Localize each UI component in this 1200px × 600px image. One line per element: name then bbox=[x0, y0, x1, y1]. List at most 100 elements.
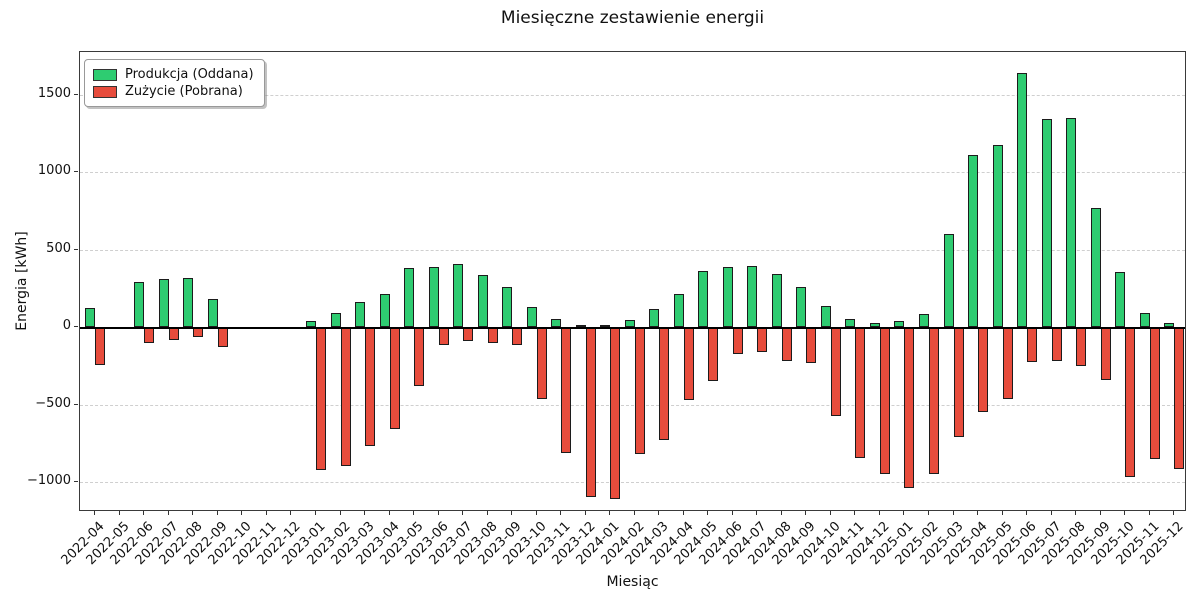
y-tick-label: −500 bbox=[35, 395, 71, 411]
bar-zuzycie-2025-04 bbox=[978, 327, 989, 412]
bar-produkcja-2024-04 bbox=[673, 293, 684, 328]
bar-produkcja-2025-05 bbox=[992, 145, 1003, 328]
bar-zuzycie-2024-01 bbox=[610, 327, 621, 500]
x-tick-mark bbox=[854, 511, 856, 515]
bar-produkcja-2025-04 bbox=[968, 155, 979, 328]
y-tick-mark bbox=[74, 326, 78, 328]
bar-zuzycie-2023-02 bbox=[340, 327, 351, 466]
bar-produkcja-2023-05 bbox=[404, 267, 415, 328]
x-tick-mark bbox=[511, 511, 513, 515]
x-tick-mark bbox=[878, 511, 880, 515]
bar-produkcja-2023-10 bbox=[526, 307, 537, 328]
bar-zuzycie-2023-09 bbox=[512, 327, 523, 346]
legend-item-production: Produkcja (Oddana) bbox=[93, 66, 254, 83]
bar-produkcja-2022-08 bbox=[183, 277, 194, 328]
bar-zuzycie-2022-04 bbox=[95, 327, 106, 366]
bar-zuzycie-2024-07 bbox=[757, 327, 768, 352]
x-tick-mark bbox=[903, 511, 905, 515]
bar-zuzycie-2025-06 bbox=[1027, 327, 1038, 363]
x-tick-mark bbox=[584, 511, 586, 515]
bar-produkcja-2023-04 bbox=[379, 293, 390, 328]
x-tick-mark bbox=[364, 511, 366, 515]
bar-produkcja-2023-08 bbox=[477, 275, 488, 328]
x-tick-mark bbox=[1173, 511, 1175, 515]
bar-produkcja-2023-06 bbox=[428, 266, 439, 328]
gridline bbox=[80, 482, 1185, 484]
bar-produkcja-2025-01 bbox=[894, 321, 905, 328]
x-tick-mark bbox=[437, 511, 439, 515]
x-tick-mark bbox=[216, 511, 218, 515]
x-tick-mark bbox=[462, 511, 464, 515]
legend: Produkcja (Oddana) Zużycie (Pobrana) bbox=[84, 59, 265, 107]
bar-zuzycie-2022-06 bbox=[144, 327, 155, 343]
x-tick-mark bbox=[94, 511, 96, 515]
bar-zuzycie-2025-10 bbox=[1125, 327, 1136, 478]
bar-zuzycie-2024-11 bbox=[855, 327, 866, 459]
x-tick-mark bbox=[535, 511, 537, 515]
bar-zuzycie-2023-10 bbox=[536, 327, 547, 400]
x-tick-mark bbox=[756, 511, 758, 515]
bar-zuzycie-2024-05 bbox=[708, 327, 719, 381]
production-swatch-icon bbox=[93, 68, 117, 81]
bar-produkcja-2025-03 bbox=[943, 233, 954, 328]
y-tick-mark bbox=[74, 403, 78, 405]
bar-zuzycie-2023-06 bbox=[438, 327, 449, 346]
x-tick-mark bbox=[265, 511, 267, 515]
x-tick-mark bbox=[609, 511, 611, 515]
x-tick-mark bbox=[682, 511, 684, 515]
bar-zuzycie-2025-09 bbox=[1100, 327, 1111, 380]
bar-zuzycie-2025-02 bbox=[928, 327, 939, 474]
x-tick-mark bbox=[560, 511, 562, 515]
x-tick-mark bbox=[1001, 511, 1003, 515]
bar-zuzycie-2025-07 bbox=[1051, 327, 1062, 362]
bar-zuzycie-2023-03 bbox=[365, 327, 376, 446]
bar-produkcja-2023-01 bbox=[305, 321, 316, 328]
x-tick-mark bbox=[707, 511, 709, 515]
bar-produkcja-2024-05 bbox=[698, 270, 709, 328]
bar-zuzycie-2024-09 bbox=[806, 327, 817, 363]
zero-line bbox=[80, 327, 1185, 330]
x-tick-mark bbox=[633, 511, 635, 515]
x-tick-mark bbox=[314, 511, 316, 515]
x-tick-mark bbox=[413, 511, 415, 515]
bar-produkcja-2023-11 bbox=[551, 319, 562, 328]
bar-zuzycie-2025-12 bbox=[1174, 327, 1185, 469]
bar-zuzycie-2024-12 bbox=[879, 327, 890, 474]
x-tick-mark bbox=[927, 511, 929, 515]
x-tick-mark bbox=[952, 511, 954, 515]
x-tick-mark bbox=[388, 511, 390, 515]
bar-produkcja-2024-09 bbox=[796, 286, 807, 328]
bar-zuzycie-2023-04 bbox=[389, 327, 400, 429]
bar-zuzycie-2025-01 bbox=[904, 327, 915, 489]
bar-produkcja-2024-12 bbox=[869, 323, 880, 328]
gridline bbox=[80, 172, 1185, 174]
bar-produkcja-2023-02 bbox=[330, 313, 341, 328]
bar-produkcja-2022-04 bbox=[85, 307, 96, 328]
bar-produkcja-2024-02 bbox=[624, 320, 635, 328]
x-tick-mark bbox=[339, 511, 341, 515]
x-axis-label: Miesiąc bbox=[606, 574, 659, 590]
bar-produkcja-2025-09 bbox=[1090, 207, 1101, 328]
bar-produkcja-2025-06 bbox=[1017, 73, 1028, 328]
x-tick-mark bbox=[658, 511, 660, 515]
gridline bbox=[80, 404, 1185, 406]
x-tick-mark bbox=[977, 511, 979, 515]
bar-zuzycie-2024-08 bbox=[781, 327, 792, 361]
bar-zuzycie-2023-05 bbox=[414, 327, 425, 387]
bar-produkcja-2025-07 bbox=[1041, 118, 1052, 328]
bar-produkcja-2024-01 bbox=[600, 324, 611, 328]
bar-produkcja-2024-10 bbox=[820, 305, 831, 328]
bar-produkcja-2022-09 bbox=[207, 298, 218, 328]
bar-zuzycie-2024-06 bbox=[732, 327, 743, 355]
bar-produkcja-2023-12 bbox=[575, 324, 586, 328]
x-tick-mark bbox=[192, 511, 194, 515]
bar-produkcja-2024-06 bbox=[722, 266, 733, 328]
bar-zuzycie-2023-12 bbox=[585, 327, 596, 497]
x-tick-mark bbox=[167, 511, 169, 515]
y-tick-mark bbox=[74, 248, 78, 250]
legend-label-consumption: Zużycie (Pobrana) bbox=[125, 84, 243, 99]
bar-produkcja-2025-11 bbox=[1139, 312, 1150, 328]
bar-zuzycie-2025-03 bbox=[953, 327, 964, 438]
bar-produkcja-2023-07 bbox=[453, 263, 464, 328]
